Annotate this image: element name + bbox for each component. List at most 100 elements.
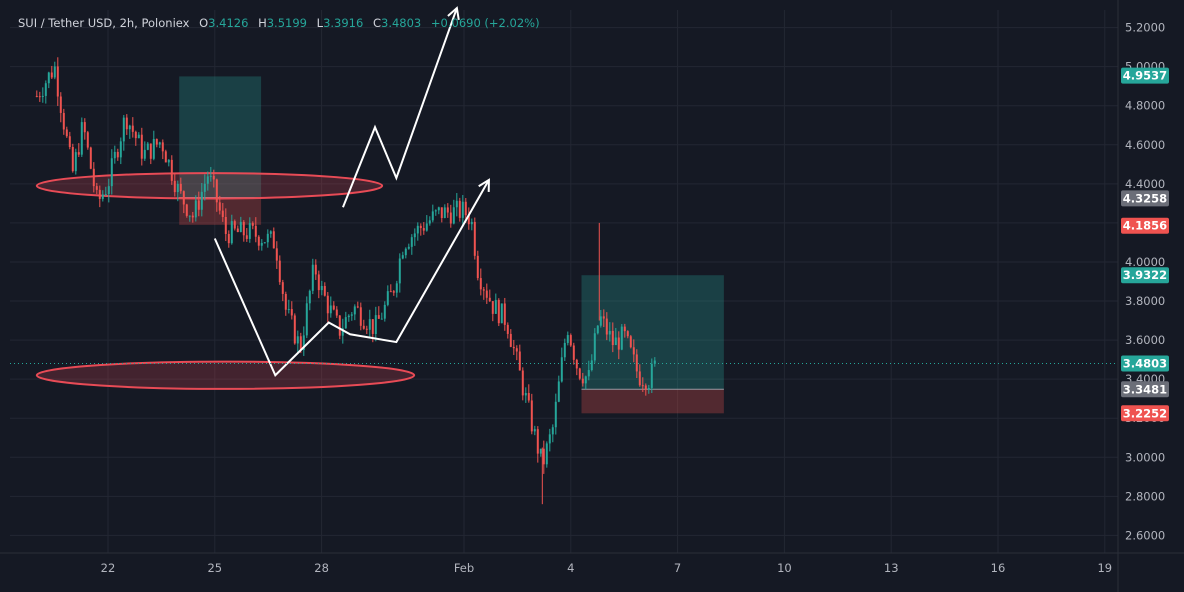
candle-body (590, 360, 593, 371)
candle-body (116, 151, 119, 158)
candle-body (89, 147, 92, 169)
candle-body (506, 324, 509, 334)
candle-body (194, 200, 197, 218)
candle-body (104, 194, 107, 196)
candle-body (497, 299, 500, 324)
candle-body (260, 242, 263, 246)
candle-body (503, 303, 506, 325)
symbol-legend: SUI / Tether USD, 2h, Poloniex O3.4126 H… (18, 16, 540, 30)
low-value: 3.3916 (323, 16, 364, 30)
candle-body (593, 333, 596, 361)
candle-body (338, 315, 341, 336)
candle-body (494, 299, 497, 314)
candle-body (644, 385, 647, 390)
price-badge-label: 3.2252 (1123, 406, 1167, 420)
candle-body (275, 248, 278, 261)
price-badge (1121, 267, 1169, 284)
candle-body (242, 221, 245, 236)
candle-body (350, 314, 353, 316)
candle-body (368, 319, 371, 330)
candle-body (521, 370, 524, 396)
candle-body (92, 168, 95, 187)
candle-body (56, 66, 59, 97)
position-stop-zone[interactable] (581, 389, 724, 414)
candle-body (107, 186, 110, 195)
candle-body (566, 335, 569, 343)
candle-body (410, 237, 413, 247)
candle-body (452, 207, 455, 224)
candle-body (542, 448, 545, 465)
candle-body (371, 319, 374, 334)
candle-body (563, 342, 566, 358)
candle-body (518, 351, 521, 371)
symbol-title[interactable]: SUI / Tether USD, 2h, Poloniex (18, 16, 190, 30)
candle-body (98, 189, 101, 199)
candle-body (524, 393, 527, 396)
candle-body (374, 315, 377, 334)
candle-body (110, 158, 113, 187)
candle-body (212, 175, 215, 180)
candle-body (353, 306, 356, 315)
candle-body (551, 427, 554, 435)
candle-body (620, 326, 623, 350)
candle-body (296, 336, 299, 344)
candle-body (191, 215, 194, 218)
x-tick-label: 19 (1097, 561, 1112, 575)
candle-body (167, 159, 170, 163)
candle-body (629, 336, 632, 348)
candle-body (470, 221, 473, 225)
candle-body (491, 301, 494, 314)
candle-body (512, 346, 515, 349)
candle-body (206, 176, 209, 184)
price-badge-label: 3.4803 (1123, 356, 1167, 370)
candle-body (344, 317, 347, 329)
candle-body (122, 117, 125, 142)
candle-body (278, 260, 281, 283)
candle-body (83, 122, 86, 133)
candle-body (182, 191, 185, 205)
candle-body (341, 328, 344, 336)
high-label: H (258, 16, 267, 30)
ellipse-zone[interactable] (35, 172, 384, 200)
candle-body (245, 235, 248, 239)
candle-body (119, 141, 122, 158)
candle-body (140, 134, 143, 159)
candle-body (389, 291, 392, 293)
candle-body (458, 200, 461, 218)
trend-path-drawing[interactable] (342, 7, 458, 208)
candle-body (605, 318, 608, 335)
candle-body (269, 231, 272, 234)
candle-body (623, 326, 626, 332)
x-tick-label: 25 (207, 561, 222, 575)
candle-body (545, 443, 548, 465)
candle-body (254, 225, 257, 237)
ellipse-zone[interactable] (35, 360, 416, 390)
candle-body (287, 309, 290, 311)
candle-body (329, 305, 332, 314)
candle-body (332, 305, 335, 310)
candle-body (185, 204, 188, 216)
candle-body (581, 378, 584, 384)
candle-body (80, 122, 83, 155)
candle-body (362, 325, 365, 329)
candle-body (560, 357, 563, 382)
price-badge-label: 4.9537 (1123, 69, 1167, 83)
candle-body (290, 309, 293, 316)
price-badge (1121, 381, 1169, 398)
position-profit-zone[interactable] (179, 76, 262, 198)
candle-body (584, 376, 587, 384)
candle-body (77, 152, 80, 155)
change-value: +0.0690 (+2.02%) (430, 16, 540, 30)
candle-body (284, 293, 287, 310)
x-tick-label: 7 (674, 561, 681, 575)
candle-body (137, 134, 140, 139)
candle-body (626, 331, 629, 337)
candle-body (617, 337, 620, 350)
candle-body (467, 215, 470, 225)
trend-path-drawing[interactable] (213, 179, 490, 377)
candle-body (536, 429, 539, 454)
candle-body (239, 221, 242, 233)
candle-body (443, 207, 446, 218)
